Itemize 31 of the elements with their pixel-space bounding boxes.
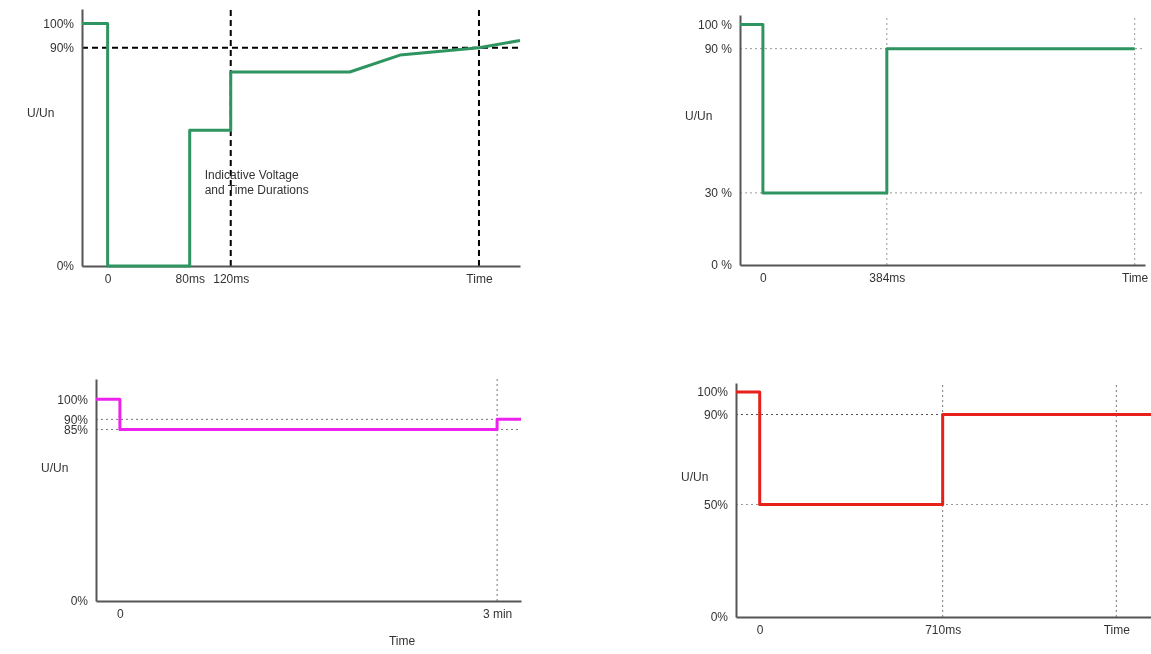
y-tick-label: 90% [703, 407, 729, 422]
y-tick-label: 50% [703, 497, 729, 512]
x-tick-label: 0 [104, 271, 112, 286]
y-axis-title: U/Un [27, 105, 55, 120]
y-tick-label: 30 % [704, 186, 733, 201]
y-tick-label: 100% [697, 385, 729, 400]
y-axis-title: U/Un [685, 109, 713, 123]
y-tick-label: 0% [56, 259, 75, 274]
y-tick-label: 100% [57, 392, 89, 407]
y-tick-label: 90% [49, 41, 75, 56]
y-tick-label: 0 % [711, 258, 733, 273]
x-tick-label: Time [1122, 270, 1149, 285]
x-tick-label: 120ms [213, 271, 250, 286]
x-tick-label: 0 [117, 606, 125, 621]
x-tick-label: 80ms [175, 271, 205, 286]
y-tick-label: 0% [70, 594, 89, 609]
x-tick-label: 0 [756, 622, 764, 637]
y-tick-label: 100% [43, 16, 75, 31]
y-tick-label: 90 % [704, 41, 733, 56]
x-tick-label: 710ms [925, 622, 962, 637]
y-axis-title: U/Un [41, 461, 69, 476]
y-tick-label: 100 % [697, 17, 733, 32]
x-tick-label: Time [1103, 622, 1131, 637]
y-axis-title: U/Un [681, 470, 709, 485]
x-tick-label: 0 [760, 270, 768, 285]
x-tick-label: 3 min [482, 606, 513, 621]
x-axis-title: Time [388, 634, 416, 648]
x-tick-label: 384ms [869, 270, 906, 285]
y-tick-label: 0% [710, 610, 729, 625]
annotation: Indicative Voltage and Time Durations [204, 167, 309, 197]
x-tick-label: Time [466, 271, 493, 286]
